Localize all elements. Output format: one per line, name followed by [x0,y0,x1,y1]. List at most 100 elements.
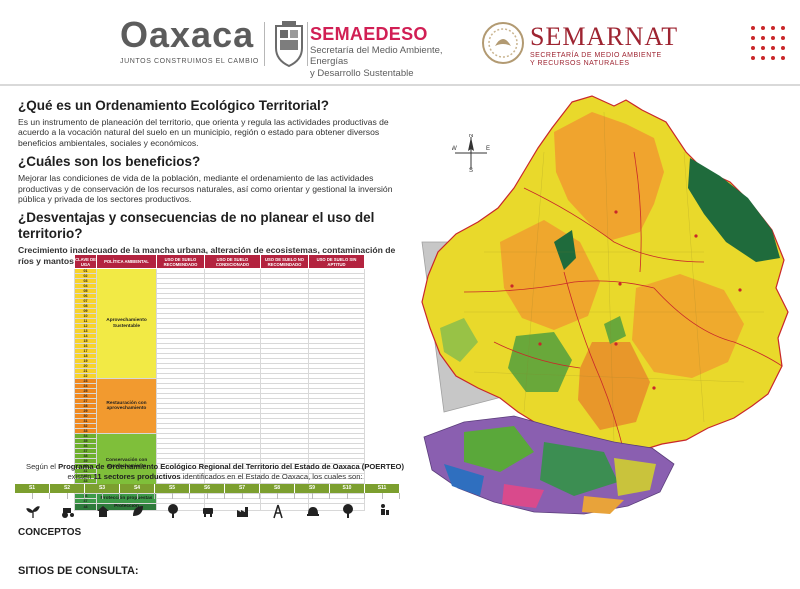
divider [264,22,265,66]
leaf-icon [120,503,155,519]
map-green-zone [604,316,626,344]
map-region-border [523,187,705,263]
sector-sublabel [260,493,278,499]
map-orange-zone [500,220,600,330]
poerteo-line2-prefix: existen [67,472,92,481]
oaxaca-map-svg [421,95,789,515]
sector-icons [15,499,400,523]
dots-pattern-icon [745,20,791,66]
map-orange-zone [632,274,744,378]
map-inset-zone [502,484,544,508]
map-green-zone [508,332,572,392]
sector-sublabel [365,493,383,499]
sector-sublabel [173,493,190,499]
sector-sublabel [50,493,68,499]
concepts-title: CONCEPTOS [18,527,82,538]
compass-south: S [469,168,473,172]
traveler-icon [365,503,400,519]
semarnat-subtitle-1: SECRETARÍA DE MEDIO AMBIENTE [530,52,662,59]
table-body: 01 Aprovechamiento Sustentable 02 03 04 05 06 0… [74,268,365,511]
table-row: 48 Protección [74,503,365,511]
tree-icon [155,503,190,519]
table-row: 26 [74,393,365,399]
map-city-markers [510,210,742,390]
table-row: 32 [74,423,365,429]
map-region-border [463,280,655,293]
map-region-border [633,151,642,273]
map-green-zone [554,230,576,270]
uga-table-grid: CLAVE DE UGA POLÍTICA AMBIENTAL USO DE S… [74,254,365,511]
map-municipal-line [523,151,545,413]
semarnat-logo: SEMARNAT SECRETARÍA DE MEDIO AMBIENTE Y … [530,22,730,68]
section-heading-what: ¿Qué es un Ordenamiento Ecológico Territ… [18,98,330,113]
sector-header: S11 [365,484,400,493]
map-city-marker [538,342,542,346]
uga-key-cell: 47 [74,498,97,504]
sector-header: S10 [330,484,365,493]
map-municipal-line [473,371,745,383]
sector-header: S9 [295,484,330,493]
poerteo-prefix: Según el [26,462,56,471]
concepts-section: CONCEPTOS [18,527,788,538]
table-row: 35 [74,438,365,444]
table-row: 46 Protección propuestas [74,493,365,504]
uga-table: CLAVE DE UGA POLÍTICA AMBIENTAL USO DE S… [74,254,365,511]
oaxaca-logo: Oaxaca JUNTOS CONSTRUIMOS EL CAMBIO [120,14,260,78]
map-dark-green-zone [688,158,780,262]
consult-sites-label: SITIOS DE CONSULTA: [18,565,139,577]
map-region-borders [463,151,783,453]
table-row: 47 [74,498,365,504]
map-city-marker [652,386,656,390]
national-seal-icon [480,20,526,66]
table-row: 07 [74,298,365,304]
map-region-border [653,287,783,367]
table-row: 36 [74,443,365,449]
compass-icon: N S E W [451,133,490,174]
semaedeso-title: SEMAEDESO [310,24,428,44]
sector-sublabel [330,493,348,499]
map-orange-zone [554,112,664,240]
map-inset [423,415,675,515]
column-header: USO DE SUELO NO RECOMENDADO [260,254,309,269]
oaxaca-logo-text: Oaxaca [120,14,255,55]
sector-sublabel [383,493,400,499]
map-city-marker [510,284,514,288]
map-municipal-lines [464,111,764,443]
column-header: CLAVE DE UGA [74,254,97,269]
map-city-marker [738,288,742,292]
policy-cell: Restauración con aprovechamiento [96,378,157,434]
table-row: 10 [74,313,365,319]
tractor-icon [50,503,85,519]
sectors-bar: S1 S2 S3 S4 S5 S6 S7 S8 S9 S10 S11 [15,484,400,524]
column-header: USO DE SUELO RECOMENDADO [156,254,205,269]
map-green-zone [440,318,478,362]
sector-sublabel [190,493,208,499]
consult-sites: SITIOS DE CONSULTA: [18,563,788,583]
map-municipal-line [683,151,705,423]
table-header-row: CLAVE DE UGA POLÍTICA AMBIENTAL USO DE S… [74,254,365,269]
cow-icon [190,503,225,519]
oaxaca-slogan: JUNTOS CONSTRUIMOS EL CAMBIO [120,58,259,65]
table-row: 20 [74,363,365,369]
table-row: 34 Conservación con aprovechamiento [74,433,365,494]
table-row: 38 [74,453,365,459]
sector-header: S7 [225,484,260,493]
divider [307,22,308,66]
sector-header: S6 [190,484,225,493]
sector-header: S2 [50,484,85,493]
factory-icon [225,503,260,519]
column-header: USO DE SUELO CONDICIONADO [204,254,261,269]
sector-sublabel [85,493,103,499]
section-heading-disadvantages: ¿Desventajas y consecuencias de no plane… [18,210,375,242]
sector-sublabel [243,493,260,499]
sector-header: S3 [85,484,120,493]
sector-sublabel [155,493,173,499]
sector-sublabel [295,493,313,499]
section-body-benefits: Mejorar las condiciones de vida de la po… [18,173,393,205]
state-seal-icon [272,20,306,70]
sector-header: S8 [260,484,295,493]
map-inset-zone [614,458,656,496]
semaedeso-subtitle-1: Secretaría del Medio Ambiente, Energías [310,45,443,67]
table-row: 40 [74,463,365,469]
consult-site-2 [280,563,630,570]
